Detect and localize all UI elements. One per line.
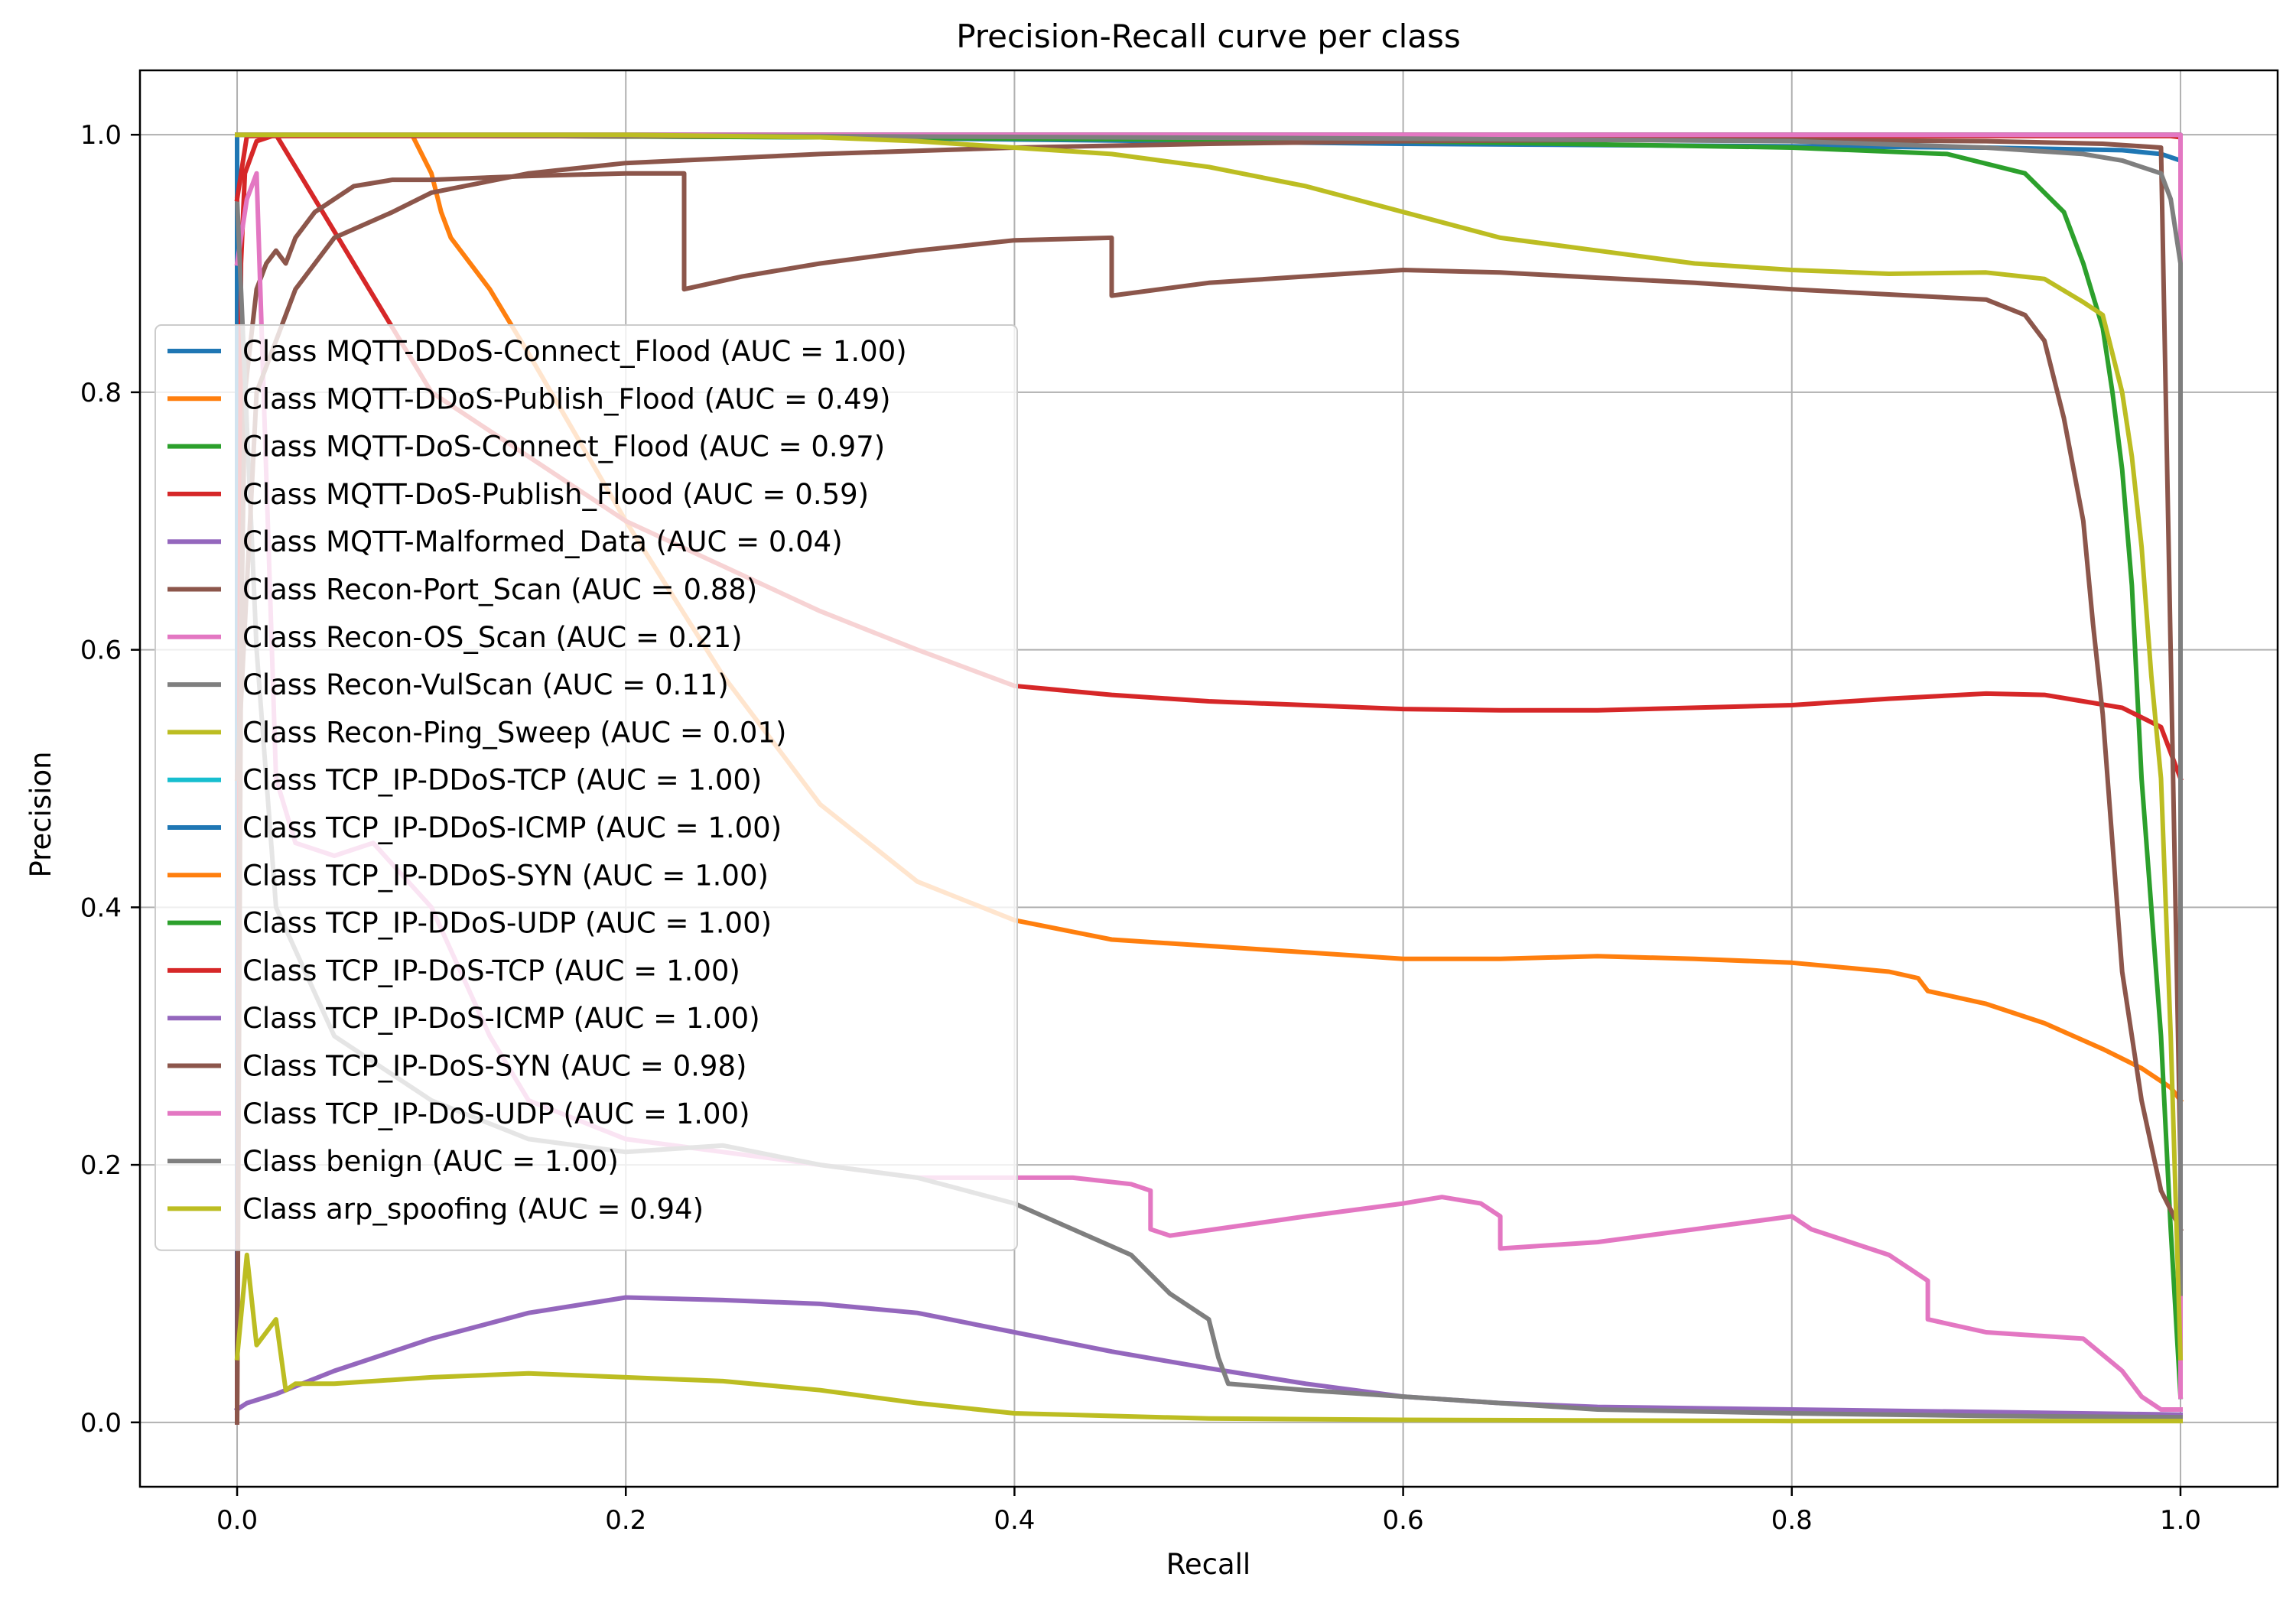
- series-line-2: [234, 132, 2184, 1400]
- series-line-17: [234, 132, 2183, 1296]
- x-tick-label-3: 0.6: [1383, 1505, 1424, 1536]
- y-axis-label: Precision: [24, 751, 57, 877]
- series-line-5: [234, 171, 2184, 1425]
- x-tick-label-5: 1.0: [2160, 1505, 2201, 1536]
- series-line-8: [234, 1252, 2183, 1424]
- y-tick-label-4: 0.8: [80, 378, 122, 408]
- legend-label-11: Class TCP_IP-DDoS-SYN (AUC = 1.00): [242, 859, 769, 892]
- legend-label-17: Class benign (AUC = 1.00): [242, 1145, 619, 1178]
- x-tick-label-2: 0.4: [994, 1505, 1035, 1536]
- x-tick-label-0: 0.0: [216, 1505, 258, 1536]
- y-tick-label-3: 0.6: [80, 636, 122, 666]
- x-tick-label-1: 0.2: [605, 1505, 646, 1536]
- legend-label-0: Class MQTT-DDoS-Connect_Flood (AUC = 1.0…: [242, 335, 907, 368]
- legend-label-16: Class TCP_IP-DoS-UDP (AUC = 1.00): [242, 1097, 750, 1130]
- legend-label-9: Class TCP_IP-DDoS-TCP (AUC = 1.00): [242, 764, 762, 797]
- legend-label-7: Class Recon-VulScan (AUC = 0.11): [242, 668, 729, 701]
- legend-label-15: Class TCP_IP-DoS-SYN (AUC = 0.98): [242, 1050, 746, 1083]
- legend-label-18: Class arp_spoofing (AUC = 0.94): [242, 1192, 704, 1225]
- legend-label-1: Class MQTT-DDoS-Publish_Flood (AUC = 0.4…: [242, 382, 891, 415]
- y-tick-label-1: 0.2: [80, 1150, 122, 1181]
- series-line-15: [234, 137, 2184, 1168]
- legend-label-12: Class TCP_IP-DDoS-UDP (AUC = 1.00): [242, 907, 772, 940]
- x-tick-label-4: 0.8: [1771, 1505, 1813, 1536]
- legend: Class MQTT-DDoS-Connect_Flood (AUC = 1.0…: [154, 324, 1018, 1251]
- legend-label-3: Class MQTT-DoS-Publish_Flood (AUC = 0.59…: [242, 478, 869, 511]
- legend-label-4: Class MQTT-Malformed_Data (AUC = 0.04): [242, 525, 843, 558]
- chart-title: Precision-Recall curve per class: [956, 18, 1461, 55]
- legend-label-6: Class Recon-OS_Scan (AUC = 0.21): [242, 621, 743, 654]
- legend-label-14: Class TCP_IP-DoS-ICMP (AUC = 1.00): [242, 1002, 760, 1035]
- legend-label-5: Class Recon-Port_Scan (AUC = 0.88): [242, 574, 757, 606]
- legend-label-8: Class Recon-Ping_Sweep (AUC = 0.01): [242, 716, 786, 749]
- y-tick-label-2: 0.4: [80, 893, 122, 923]
- legend-box: [154, 324, 1018, 1251]
- y-tick-label-5: 1.0: [80, 120, 122, 151]
- legend-label-13: Class TCP_IP-DoS-TCP (AUC = 1.00): [242, 954, 740, 987]
- legend-label-10: Class TCP_IP-DDoS-ICMP (AUC = 1.00): [242, 811, 782, 844]
- series-line-1: [235, 132, 2184, 1104]
- legend-label-2: Class MQTT-DoS-Connect_Flood (AUC = 0.97…: [242, 431, 885, 463]
- y-tick-label-0: 0.0: [80, 1408, 122, 1439]
- plot-frame: [138, 69, 2279, 1488]
- series-line-18: [235, 132, 2184, 1361]
- x-axis-label: Recall: [1166, 1548, 1250, 1581]
